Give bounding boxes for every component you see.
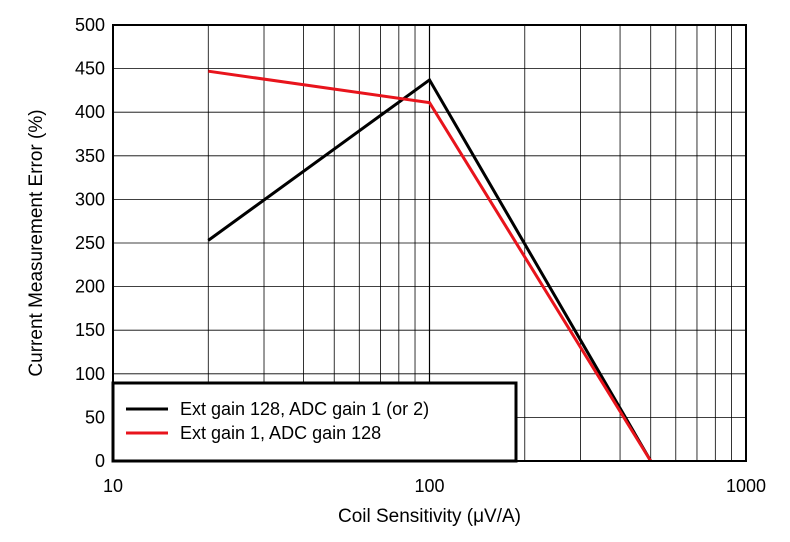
y-tick-label: 350 [75,146,105,166]
y-tick-label: 100 [75,364,105,384]
y-tick-label: 500 [75,15,105,35]
legend-box [111,381,518,463]
y-axis-ticks: 0 50 100 150 200 250 300 350 400 450 500 [75,15,105,471]
y-axis-title: Current Measurement Error (%) [26,109,47,376]
y-tick-label: 400 [75,102,105,122]
x-tick-label: 100 [414,476,444,496]
legend-label: Ext gain 128, ADC gain 1 (or 2) [180,399,429,419]
legend: Ext gain 128, ADC gain 1 (or 2) Ext gain … [111,381,518,463]
y-tick-label: 200 [75,277,105,297]
series-layer [207,69,652,462]
x-tick-label: 10 [103,476,123,496]
y-tick-label: 50 [85,407,105,427]
legend-label: Ext gain 1, ADC gain 128 [180,423,381,443]
y-tick-label: 150 [75,320,105,340]
y-tick-label: 0 [95,451,105,471]
series-line [207,77,652,462]
x-tick-label: 1000 [726,476,766,496]
y-tick-label: 250 [75,233,105,253]
x-axis-ticks: 10 100 1000 [103,476,766,496]
y-tick-label: 450 [75,59,105,79]
x-axis-title: Coil Sensitivity (μV/A) [338,506,521,527]
series-line [208,69,652,462]
y-tick-label: 300 [75,189,105,209]
